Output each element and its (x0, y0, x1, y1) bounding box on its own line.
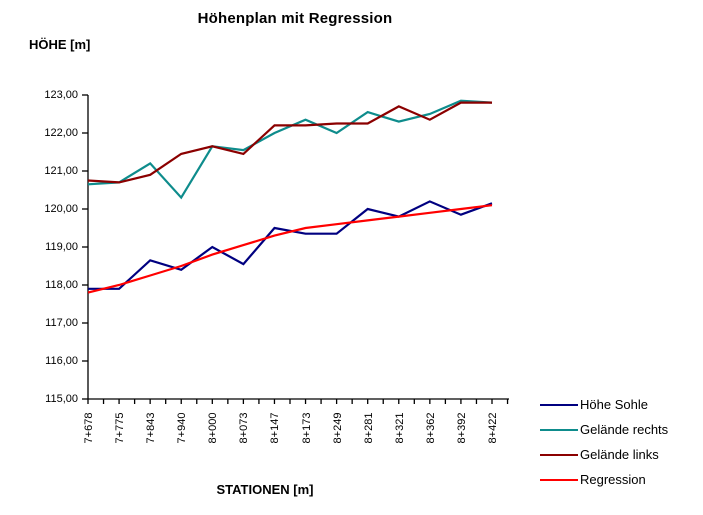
y-tick-label: 115,00 (45, 393, 78, 405)
x-tick-label: 7+678 (83, 412, 95, 444)
legend-line-swatch (540, 428, 578, 431)
y-tick-label: 120,00 (44, 203, 78, 215)
chart-title: Höhenplan mit Regression (197, 10, 393, 27)
series-line-gel-nde-rechts (87, 99, 493, 200)
x-tick-label: 7+940 (176, 412, 189, 444)
x-tick-label: 8+281 (362, 412, 375, 444)
legend-label: Höhe Sohle (580, 397, 648, 412)
x-tick-label: 8+362 (424, 412, 437, 444)
series-line-regression (87, 204, 493, 294)
legend-label: Regression (580, 472, 646, 487)
y-tick-label: 123,00 (44, 89, 78, 101)
y-tick-label: 119,00 (45, 241, 78, 253)
y-tick-label: 121,00 (44, 165, 78, 177)
x-tick-label: 8+173 (300, 412, 313, 444)
x-tick-label: 7+775 (114, 412, 127, 444)
x-tick-label: 8+321 (393, 412, 406, 444)
x-tick-label: 7+843 (145, 412, 158, 444)
legend-item: Regression (540, 467, 700, 492)
x-tick-label: 8+000 (207, 412, 220, 444)
y-tick-label: 116,00 (45, 355, 78, 367)
legend: Höhe Sohle Gelände rechts Gelände links Reg… (540, 392, 700, 492)
legend-line-swatch (540, 453, 578, 456)
x-tick-label: 8+147 (269, 412, 282, 444)
series-line-gel-nde-links (87, 101, 492, 184)
legend-label: Gelände links (580, 447, 659, 462)
legend-line-swatch (540, 478, 578, 481)
x-tick-label: 8+422 (487, 412, 499, 444)
y-axis-title: HÖHE [m] (29, 37, 91, 52)
legend-item: Gelände links (540, 442, 700, 467)
y-tick-label: 117,00 (45, 317, 78, 329)
legend-label: Gelände rechts (580, 422, 669, 437)
legend-item: Gelände rechts (540, 417, 700, 442)
x-tick-label: 8+073 (238, 412, 251, 444)
legend-item: Höhe Sohle (540, 392, 700, 417)
y-tick-label: 118,00 (45, 279, 78, 291)
x-axis-title: STATIONEN [m] (216, 482, 314, 497)
legend-line-swatch (540, 403, 578, 406)
x-tick-label: 8+249 (331, 412, 344, 444)
x-tick-label: 8+392 (455, 412, 468, 444)
y-tick-label: 122,00 (44, 127, 78, 139)
